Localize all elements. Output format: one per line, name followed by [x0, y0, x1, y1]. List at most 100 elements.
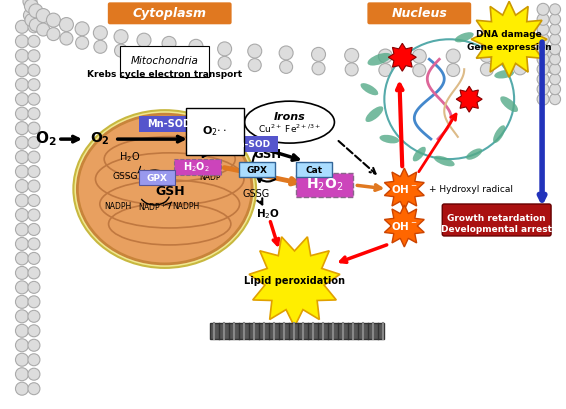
Text: $\mathbf{O_2}$: $\mathbf{O_2}$ [90, 131, 110, 147]
Circle shape [46, 13, 61, 27]
Circle shape [15, 368, 28, 381]
FancyBboxPatch shape [367, 2, 471, 24]
Circle shape [28, 137, 40, 148]
Circle shape [28, 21, 40, 33]
Circle shape [28, 180, 40, 192]
Circle shape [114, 44, 127, 57]
Circle shape [15, 20, 28, 33]
Text: NADPH: NADPH [172, 202, 199, 211]
Circle shape [546, 61, 559, 73]
Polygon shape [384, 205, 424, 247]
Text: Mn-SOD: Mn-SOD [147, 119, 191, 129]
FancyBboxPatch shape [209, 323, 384, 339]
Text: Developmental arrest: Developmental arrest [441, 225, 552, 234]
Polygon shape [384, 168, 424, 210]
Circle shape [15, 194, 28, 207]
Circle shape [29, 18, 42, 31]
Circle shape [248, 44, 261, 58]
Text: Cu$^{2+}$ Fe$^{2+/3+}$: Cu$^{2+}$ Fe$^{2+/3+}$ [258, 123, 321, 135]
Polygon shape [456, 86, 482, 112]
Circle shape [28, 267, 40, 279]
Text: Cat: Cat [306, 166, 323, 175]
Text: GSSG: GSSG [112, 171, 138, 180]
FancyBboxPatch shape [139, 170, 175, 185]
Circle shape [550, 44, 560, 55]
Text: Nucleus: Nucleus [391, 7, 447, 20]
Ellipse shape [493, 125, 505, 143]
Circle shape [15, 93, 28, 106]
Circle shape [28, 310, 40, 322]
Circle shape [15, 382, 28, 395]
Circle shape [218, 56, 231, 70]
Circle shape [345, 63, 358, 76]
Circle shape [15, 295, 28, 308]
Circle shape [28, 108, 40, 120]
Polygon shape [471, 1, 547, 77]
Text: GSSG: GSSG [243, 189, 270, 199]
Circle shape [114, 29, 128, 44]
Text: Krebs cycle electron transport: Krebs cycle electron transport [87, 70, 242, 79]
Circle shape [15, 35, 28, 48]
Circle shape [36, 9, 50, 22]
Circle shape [537, 43, 549, 55]
Ellipse shape [74, 110, 256, 268]
FancyBboxPatch shape [297, 162, 332, 177]
Circle shape [28, 281, 40, 293]
Circle shape [15, 151, 28, 164]
Circle shape [218, 42, 231, 56]
Circle shape [379, 63, 392, 76]
Circle shape [15, 266, 28, 279]
Circle shape [413, 64, 426, 77]
Circle shape [15, 78, 28, 91]
Text: OH$^-$: OH$^-$ [391, 183, 418, 195]
Text: NADPH: NADPH [104, 202, 131, 211]
Circle shape [279, 46, 293, 60]
Circle shape [28, 122, 40, 134]
Ellipse shape [361, 83, 378, 95]
Circle shape [28, 79, 40, 91]
Circle shape [28, 209, 40, 221]
Circle shape [15, 238, 28, 250]
Circle shape [15, 310, 28, 323]
Circle shape [93, 26, 108, 40]
Circle shape [446, 49, 460, 63]
Circle shape [15, 223, 28, 236]
Circle shape [15, 353, 28, 366]
Circle shape [15, 252, 28, 265]
Circle shape [280, 61, 293, 73]
FancyBboxPatch shape [204, 136, 277, 152]
Circle shape [537, 53, 549, 65]
Circle shape [47, 28, 60, 40]
Ellipse shape [466, 148, 482, 160]
FancyBboxPatch shape [297, 173, 353, 197]
Polygon shape [388, 43, 417, 71]
Ellipse shape [78, 114, 252, 264]
Circle shape [550, 64, 560, 75]
Ellipse shape [413, 147, 426, 162]
FancyBboxPatch shape [139, 116, 199, 132]
Circle shape [550, 24, 560, 35]
Text: GSH: GSH [254, 148, 282, 161]
Circle shape [537, 73, 549, 85]
Circle shape [248, 58, 261, 72]
Ellipse shape [434, 156, 454, 166]
Circle shape [28, 354, 40, 366]
Circle shape [28, 296, 40, 308]
Ellipse shape [245, 101, 335, 143]
Circle shape [15, 339, 28, 352]
Text: GPX: GPX [146, 173, 167, 182]
Circle shape [28, 151, 40, 163]
Circle shape [28, 166, 40, 178]
Circle shape [15, 165, 28, 178]
Circle shape [537, 83, 549, 95]
Circle shape [76, 36, 89, 49]
Circle shape [28, 325, 40, 337]
Circle shape [550, 14, 560, 25]
Circle shape [28, 223, 40, 236]
Circle shape [59, 18, 74, 31]
Text: Growth retardation: Growth retardation [447, 214, 546, 223]
Circle shape [550, 34, 560, 45]
Circle shape [15, 136, 28, 149]
Circle shape [28, 195, 40, 207]
Circle shape [24, 0, 38, 13]
